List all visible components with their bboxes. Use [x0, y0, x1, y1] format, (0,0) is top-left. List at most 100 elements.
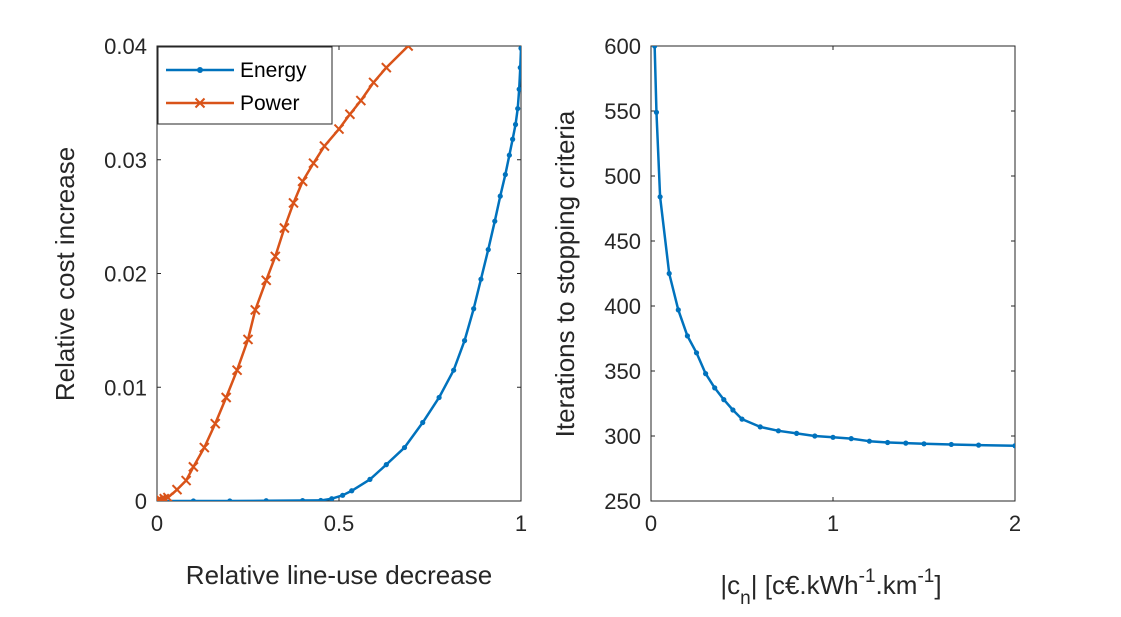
left-point-energy	[329, 496, 335, 501]
left-point-energy	[420, 419, 426, 426]
xlabel-part-unit-kwh: | [c€.kWh	[751, 570, 859, 600]
xlabel-part-c: |c	[720, 570, 740, 600]
left-point-power	[188, 461, 199, 473]
right-y-tick-label: 300	[604, 424, 641, 449]
left-point-power	[344, 109, 356, 120]
left-x-tick-label: 0	[151, 511, 163, 536]
right-point-series-0	[721, 397, 727, 403]
left-point-energy	[478, 276, 484, 282]
left-point-energy	[436, 394, 442, 401]
right-tick-labels: 0 1 2 250 300 350 400 450 500 550 600	[604, 34, 1021, 536]
left-y-tick-label: 0.02	[104, 262, 147, 287]
right-point-series-0	[812, 433, 818, 439]
right-point-series-0	[675, 307, 681, 313]
right-point-series-0	[712, 385, 718, 391]
left-point-energy	[367, 476, 373, 482]
left-point-power	[319, 140, 330, 152]
left-point-power	[381, 62, 392, 73]
right-y-tick-label: 450	[604, 229, 641, 254]
right-y-tick-label: 600	[604, 34, 641, 59]
left-point-power	[270, 251, 281, 262]
legend-box	[157, 46, 333, 125]
legend-energy-label: Energy	[240, 59, 307, 82]
left-series-power	[157, 46, 414, 501]
xlabel-superscript-1: -1	[859, 566, 876, 587]
right-point-series-0	[757, 424, 763, 430]
right-tick-marks	[650, 45, 1016, 502]
right-x-tick-label: 2	[1009, 511, 1021, 536]
left-point-energy	[340, 492, 346, 498]
left-point-energy	[383, 462, 389, 468]
left-point-power	[355, 95, 367, 106]
right-x-axis-label: |cn| [c€.kWh-1.km-1]	[720, 566, 941, 609]
left-x-tick-label: 1	[515, 511, 527, 536]
left-tick-labels: 0 0.5 1 0 0.01 0.02 0.03 0.04	[104, 34, 527, 536]
left-point-power	[250, 304, 261, 316]
right-y-tick-label: 400	[604, 294, 641, 319]
left-point-energy	[512, 121, 519, 128]
left-point-energy	[451, 367, 457, 373]
left-y-axis-label: Relative cost increase	[50, 147, 80, 401]
right-y-tick-label: 350	[604, 359, 641, 384]
left-point-energy	[461, 338, 468, 344]
right-point-series-0	[794, 430, 800, 436]
left-point-energy	[485, 247, 491, 253]
left-point-power	[402, 46, 414, 52]
legend-power-marker	[194, 97, 206, 109]
right-point-series-0	[1012, 443, 1015, 449]
left-x-axis-label: Relative line-use decrease	[186, 560, 492, 590]
left-point-power	[260, 275, 272, 286]
left-point-power	[288, 197, 299, 209]
left-point-energy	[401, 444, 408, 451]
legend-power-x-marker	[194, 97, 206, 109]
left-point-energy	[497, 193, 503, 199]
right-point-series-0	[948, 441, 954, 448]
left-point-power	[308, 157, 319, 169]
right-point-series-0	[848, 436, 854, 442]
right-point-series-0	[921, 441, 927, 447]
right-point-series-0	[703, 371, 709, 377]
right-point-series-0	[885, 439, 891, 446]
left-point-energy	[510, 136, 516, 142]
left-y-tick-label: 0.01	[104, 375, 147, 400]
left-point-power	[297, 176, 308, 187]
left-point-power	[210, 418, 221, 429]
left-chart: 0 0.5 1 0 0.01 0.02 0.03 0.04 Relative line-use…	[50, 34, 527, 590]
left-point-power	[368, 77, 379, 88]
right-point-series-0	[730, 407, 736, 413]
right-point-series-0	[903, 440, 909, 446]
left-point-energy	[502, 171, 508, 178]
right-y-tick-label: 550	[604, 99, 641, 124]
right-series	[652, 46, 1015, 449]
left-point-energy	[515, 105, 521, 112]
xlabel-part-unit-km: .km	[876, 570, 918, 600]
left-point-power	[333, 123, 345, 135]
left-point-power	[180, 475, 192, 486]
left-point-energy	[516, 86, 521, 92]
right-point-series-0	[684, 333, 691, 339]
left-y-tick-label: 0.03	[104, 148, 147, 173]
right-point-series-0	[866, 438, 873, 444]
left-x-tick-label: 0.5	[324, 511, 355, 536]
right-chart: 0 1 2 250 300 350 400 450 500 550 600 |cn| [c€.kWh…	[550, 34, 1021, 609]
left-point-power	[162, 492, 174, 501]
right-point-series-0	[652, 46, 658, 49]
left-y-tick-label: 0	[135, 489, 147, 514]
left-y-tick-label: 0.04	[104, 34, 147, 59]
left-point-power	[279, 222, 290, 234]
left-point-energy	[492, 218, 498, 224]
right-x-tick-label: 1	[827, 511, 839, 536]
right-y-tick-label: 250	[604, 489, 641, 514]
xlabel-superscript-2: -1	[917, 566, 934, 587]
left-point-energy	[518, 46, 521, 51]
right-y-axis-label: Iterations to stopping criteria	[550, 110, 580, 437]
left-series	[157, 46, 521, 501]
left-point-energy	[300, 497, 306, 501]
left-point-energy	[263, 498, 269, 501]
left-point-energy	[506, 152, 512, 158]
right-x-tick-label: 0	[645, 511, 657, 536]
left-point-power	[231, 364, 243, 376]
left-point-energy	[517, 65, 521, 71]
right-point-series-0	[657, 194, 663, 200]
